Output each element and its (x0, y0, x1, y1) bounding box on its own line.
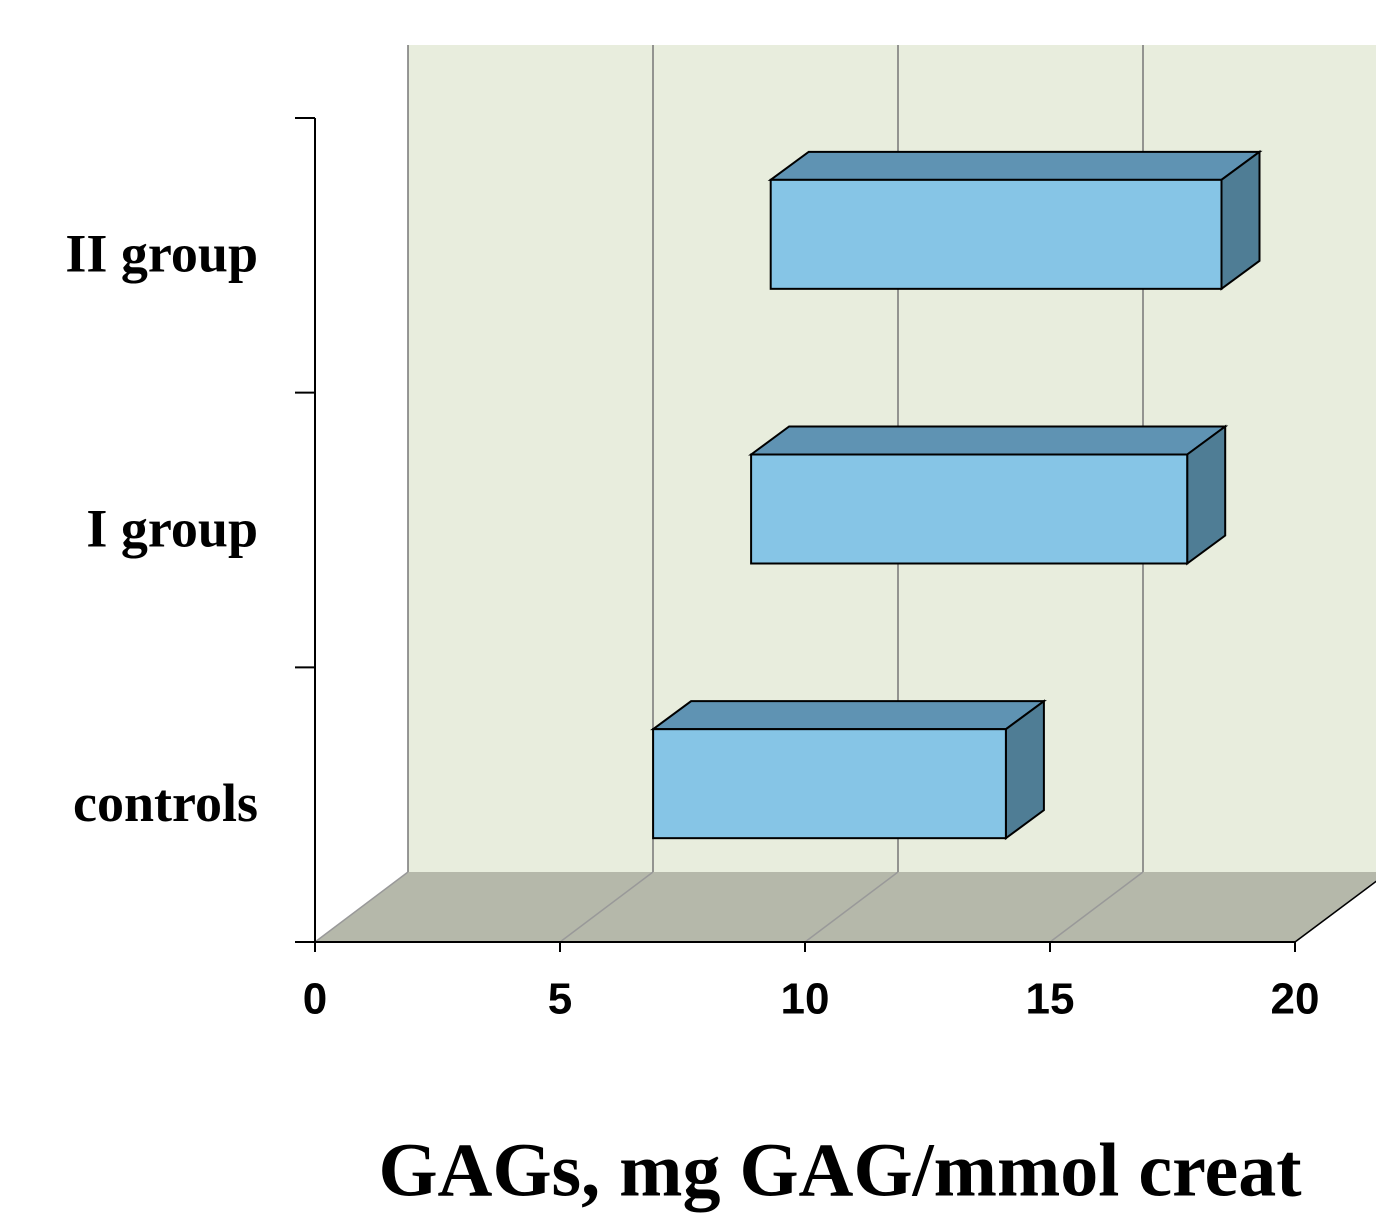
x-axis-title: GAGs, mg GAG/mmol creat (378, 1128, 1301, 1212)
floor-grid-line (559, 871, 654, 943)
floor-edge (1294, 880, 1376, 943)
x-tick-label: 0 (303, 975, 327, 1024)
floor-grid-line (1049, 871, 1144, 943)
floor (315, 872, 1376, 942)
x-tick-label: 5 (548, 975, 572, 1024)
bar-top (748, 425, 1229, 456)
bar-top (650, 700, 1047, 731)
y-tick-label: II group (65, 224, 258, 284)
x-tick-label: 20 (1271, 975, 1320, 1024)
y-tick-label: I group (86, 498, 258, 558)
bar-top (767, 150, 1263, 181)
floor-grid-line (314, 871, 409, 943)
bar (769, 178, 1223, 290)
bar (652, 728, 1007, 840)
bar (750, 453, 1189, 565)
x-tick-label: 10 (781, 975, 830, 1024)
y-tick-label: controls (73, 773, 258, 833)
x-tick-label: 15 (1026, 975, 1075, 1024)
floor-grid-line (804, 871, 899, 943)
